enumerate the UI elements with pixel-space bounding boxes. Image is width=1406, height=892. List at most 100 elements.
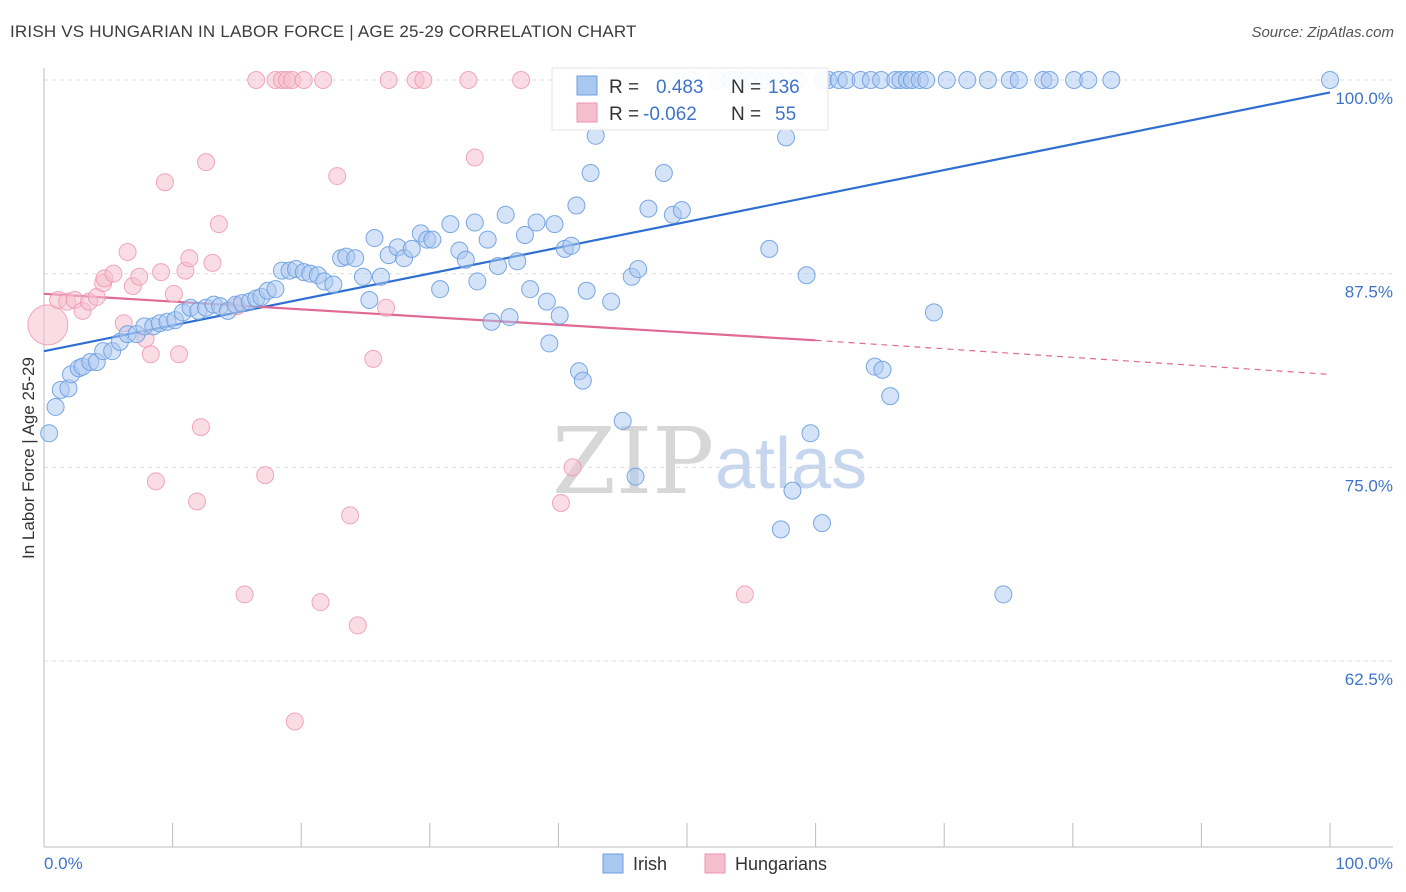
irish-point <box>760 239 779 258</box>
hungarian-trend-extension <box>815 339 1331 376</box>
irish-point <box>266 280 285 299</box>
hungarian-point <box>551 494 570 513</box>
y-tick-labels: 62.5% 75.0% 87.5% 100.0% <box>1335 89 1393 689</box>
irish-point <box>783 481 802 500</box>
stats-legend: R = 0.483 N = 136 R = -0.062 N = 55 <box>551 67 829 131</box>
legend-swatch-hungarians <box>704 853 726 874</box>
hungarian-point <box>348 616 367 635</box>
hungarian-point <box>377 298 396 317</box>
hungarian-point <box>209 215 228 234</box>
irish-point <box>371 267 390 286</box>
irish-point <box>602 292 621 311</box>
y-tick-label: 87.5% <box>1345 283 1393 302</box>
hungarian-point <box>197 153 216 172</box>
irish-point <box>40 424 59 443</box>
axes <box>43 68 1393 848</box>
hungarian-point <box>563 458 582 477</box>
irish-point <box>958 71 977 89</box>
irish-point <box>482 312 501 331</box>
irish-point <box>562 236 581 255</box>
irish-point <box>978 71 997 89</box>
irish-point <box>672 201 691 220</box>
irish-point <box>324 275 343 294</box>
series-legend: Irish Hungarians <box>602 853 827 874</box>
irish-point <box>500 308 519 327</box>
hungarian-point <box>180 249 199 268</box>
hungarian-point <box>188 492 207 511</box>
y-tick-label: 100.0% <box>1335 89 1393 108</box>
irish-point <box>1321 71 1339 89</box>
irish-r-value: 0.483 <box>656 77 704 98</box>
irish-point <box>917 71 936 89</box>
hungarian-point <box>414 71 433 89</box>
hungarian-point <box>465 148 484 167</box>
irish-point <box>581 163 600 182</box>
irish-point <box>545 215 564 234</box>
irish-point <box>365 229 384 248</box>
hungarian-point <box>256 466 275 485</box>
irish-point <box>515 225 534 244</box>
stats-legend-box <box>551 67 829 131</box>
irish-point <box>1040 71 1059 89</box>
irish-point <box>654 163 673 182</box>
irish-point <box>456 250 475 269</box>
irish-n-label: N = <box>731 77 761 98</box>
irish-point <box>994 585 1013 604</box>
irish-point <box>46 397 65 416</box>
irish-point <box>468 272 487 291</box>
hungarian-point <box>146 472 165 491</box>
irish-point <box>924 303 943 322</box>
hungarian-point <box>155 173 174 192</box>
legend-label-irish: Irish <box>633 854 667 874</box>
irish-r-label: R = <box>609 77 639 98</box>
hungarian-point <box>328 167 347 186</box>
hungarian-r-value: -0.062 <box>643 104 697 125</box>
y-tick-label: 62.5% <box>1345 670 1393 689</box>
legend-swatch-irish <box>602 853 624 874</box>
hungarian-point <box>235 585 254 604</box>
irish-point <box>441 215 460 234</box>
watermark: ZIP atlas <box>552 408 867 515</box>
irish-point <box>813 514 832 533</box>
irish-point <box>937 71 956 89</box>
irish-point <box>521 280 540 299</box>
irish-point <box>431 280 450 299</box>
irish-point <box>496 205 515 224</box>
legend-label-hungarians: Hungarians <box>735 854 827 874</box>
irish-point <box>540 334 559 353</box>
irish-point <box>573 371 592 390</box>
hungarian-point <box>311 593 330 612</box>
irish-point <box>550 306 569 325</box>
hungarian-point <box>27 304 69 346</box>
hungarian-point <box>364 349 383 368</box>
hungarian-n-label: N = <box>731 104 761 125</box>
irish-point <box>639 199 658 218</box>
irish-point <box>353 267 372 286</box>
y-axis-label: In Labor Force | Age 25-29 <box>19 357 38 559</box>
irish-point <box>873 360 892 379</box>
hungarian-point <box>203 253 222 272</box>
hungarian-point <box>459 71 478 89</box>
irish-point <box>881 387 900 406</box>
hungarian-points <box>27 71 754 731</box>
irish-point <box>402 239 421 258</box>
hungarian-n-value: 55 <box>775 104 796 125</box>
source-credit: Source: ZipAtlas.com <box>1251 24 1394 41</box>
hungarian-point <box>141 345 160 364</box>
irish-point <box>629 260 648 279</box>
chart-title: IRISH VS HUNGARIAN IN LABOR FORCE | AGE … <box>10 22 637 41</box>
hungarian-point <box>314 71 333 89</box>
irish-point <box>777 128 796 147</box>
irish-points <box>40 71 1339 604</box>
hungarian-point <box>130 267 149 286</box>
irish-point <box>1009 71 1028 89</box>
hungarian-point <box>191 418 210 437</box>
irish-point <box>527 213 546 232</box>
irish-point <box>801 424 820 443</box>
irish-point <box>537 292 556 311</box>
trend-lines <box>43 91 1331 376</box>
irish-point <box>488 256 507 275</box>
irish-point <box>1102 71 1121 89</box>
hungarian-point <box>170 345 189 364</box>
